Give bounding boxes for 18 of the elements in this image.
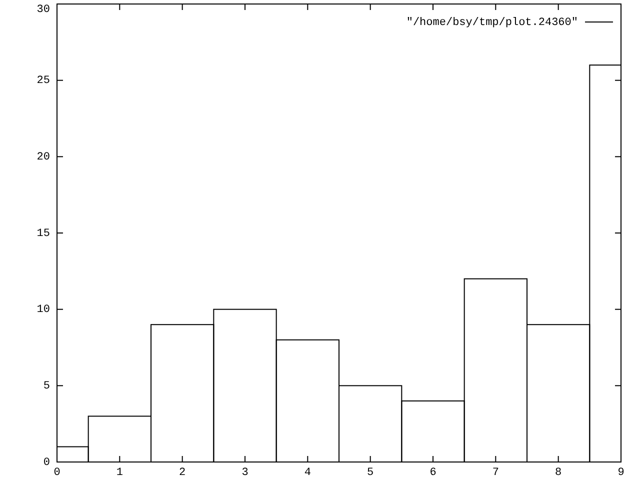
y-tick-label: 10 [36, 304, 50, 316]
x-tick-label: 3 [242, 467, 248, 479]
y-tick-label: 20 [36, 152, 50, 164]
y-tick-label: 15 [36, 228, 50, 240]
legend-label: "/home/bsy/tmp/plot.24360" [406, 16, 578, 29]
x-tick-label: 8 [555, 467, 562, 479]
x-tick-label: 9 [618, 467, 624, 479]
x-tick-label: 1 [116, 467, 124, 479]
x-tick-label: 2 [179, 467, 186, 479]
x-tick-label: 4 [304, 467, 312, 479]
x-tick-label: 6 [430, 467, 436, 479]
y-tick-label: 25 [36, 75, 50, 88]
y-tick-label: 30 [36, 4, 50, 16]
x-tick-label: 7 [492, 467, 499, 479]
x-tick-label: 0 [54, 467, 60, 479]
y-tick-label: 5 [43, 380, 50, 393]
x-tick-label: 5 [367, 467, 374, 479]
y-tick-label: 0 [43, 456, 50, 469]
